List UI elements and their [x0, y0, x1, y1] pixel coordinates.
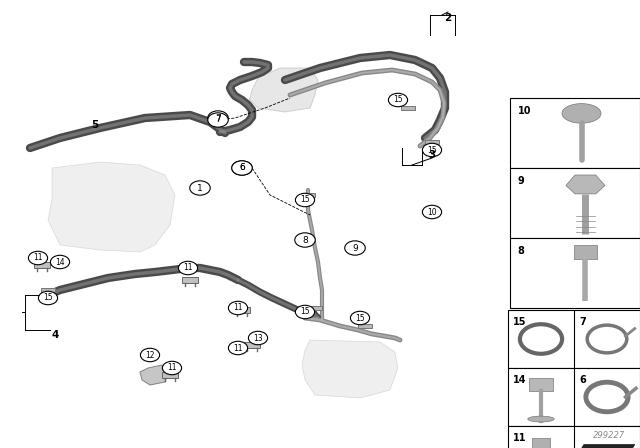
Polygon shape [566, 175, 605, 194]
Text: 15: 15 [513, 317, 527, 327]
Circle shape [296, 305, 315, 319]
FancyBboxPatch shape [244, 342, 260, 348]
Circle shape [422, 205, 442, 219]
Text: 11: 11 [167, 363, 177, 372]
Circle shape [295, 233, 316, 247]
FancyBboxPatch shape [425, 140, 439, 144]
Circle shape [208, 113, 228, 127]
Text: 11: 11 [233, 344, 243, 353]
FancyBboxPatch shape [508, 426, 640, 448]
Circle shape [422, 143, 442, 157]
Circle shape [232, 161, 252, 175]
FancyBboxPatch shape [510, 168, 640, 238]
Text: 2: 2 [444, 13, 452, 23]
Text: 5: 5 [92, 120, 99, 130]
Polygon shape [248, 68, 318, 112]
Text: 6: 6 [239, 164, 245, 172]
FancyBboxPatch shape [163, 372, 178, 378]
FancyBboxPatch shape [308, 306, 322, 310]
Polygon shape [140, 365, 168, 385]
Text: 11: 11 [33, 254, 43, 263]
Circle shape [232, 161, 252, 175]
Text: 4: 4 [51, 330, 59, 340]
Circle shape [228, 341, 248, 355]
FancyBboxPatch shape [508, 310, 640, 368]
Circle shape [520, 324, 562, 354]
Text: 14: 14 [55, 258, 65, 267]
Circle shape [208, 111, 228, 125]
Text: 14: 14 [513, 375, 527, 385]
Circle shape [163, 361, 182, 375]
Circle shape [351, 311, 370, 325]
Circle shape [179, 261, 198, 275]
Circle shape [189, 181, 210, 195]
Ellipse shape [562, 103, 601, 123]
FancyBboxPatch shape [35, 263, 50, 268]
Text: 9: 9 [518, 176, 524, 186]
Text: 15: 15 [355, 314, 365, 323]
Circle shape [140, 348, 159, 362]
FancyBboxPatch shape [529, 379, 553, 391]
Text: 7: 7 [579, 317, 586, 327]
Text: 7: 7 [215, 116, 221, 125]
Circle shape [38, 291, 58, 305]
Text: 11: 11 [183, 263, 193, 272]
Circle shape [228, 301, 248, 314]
Text: 3: 3 [428, 150, 436, 160]
Polygon shape [302, 340, 398, 398]
Circle shape [588, 325, 627, 353]
Text: 299227: 299227 [593, 431, 625, 439]
FancyBboxPatch shape [573, 245, 597, 259]
Text: 11: 11 [233, 303, 243, 313]
Circle shape [586, 382, 628, 412]
Text: 10: 10 [427, 207, 437, 216]
Text: 6: 6 [579, 375, 586, 385]
FancyBboxPatch shape [301, 193, 315, 197]
FancyBboxPatch shape [508, 368, 640, 426]
FancyBboxPatch shape [234, 307, 250, 313]
Circle shape [345, 241, 365, 255]
Text: 11: 11 [513, 433, 527, 443]
FancyBboxPatch shape [41, 288, 55, 292]
FancyBboxPatch shape [358, 324, 372, 328]
FancyBboxPatch shape [510, 98, 640, 168]
Circle shape [388, 93, 408, 107]
FancyBboxPatch shape [182, 277, 198, 283]
Circle shape [296, 193, 315, 207]
Text: 12: 12 [145, 350, 155, 359]
Circle shape [51, 255, 70, 269]
Text: 15: 15 [300, 195, 310, 204]
Text: 15: 15 [300, 307, 310, 316]
FancyBboxPatch shape [510, 238, 640, 308]
Text: 9: 9 [352, 244, 358, 253]
Ellipse shape [528, 416, 554, 422]
Text: 13: 13 [253, 333, 263, 343]
Text: 10: 10 [518, 106, 531, 116]
Text: 8: 8 [302, 236, 308, 245]
Polygon shape [579, 444, 635, 448]
Text: 15: 15 [393, 95, 403, 104]
Text: 6: 6 [239, 164, 245, 172]
Text: 7: 7 [215, 113, 221, 122]
Text: 1: 1 [197, 184, 203, 193]
Circle shape [248, 331, 268, 345]
Polygon shape [48, 162, 175, 252]
Text: 15: 15 [427, 146, 437, 155]
FancyBboxPatch shape [401, 106, 415, 110]
Text: 15: 15 [43, 293, 53, 302]
FancyBboxPatch shape [532, 438, 550, 448]
Text: 8: 8 [518, 246, 525, 256]
Circle shape [28, 251, 47, 265]
